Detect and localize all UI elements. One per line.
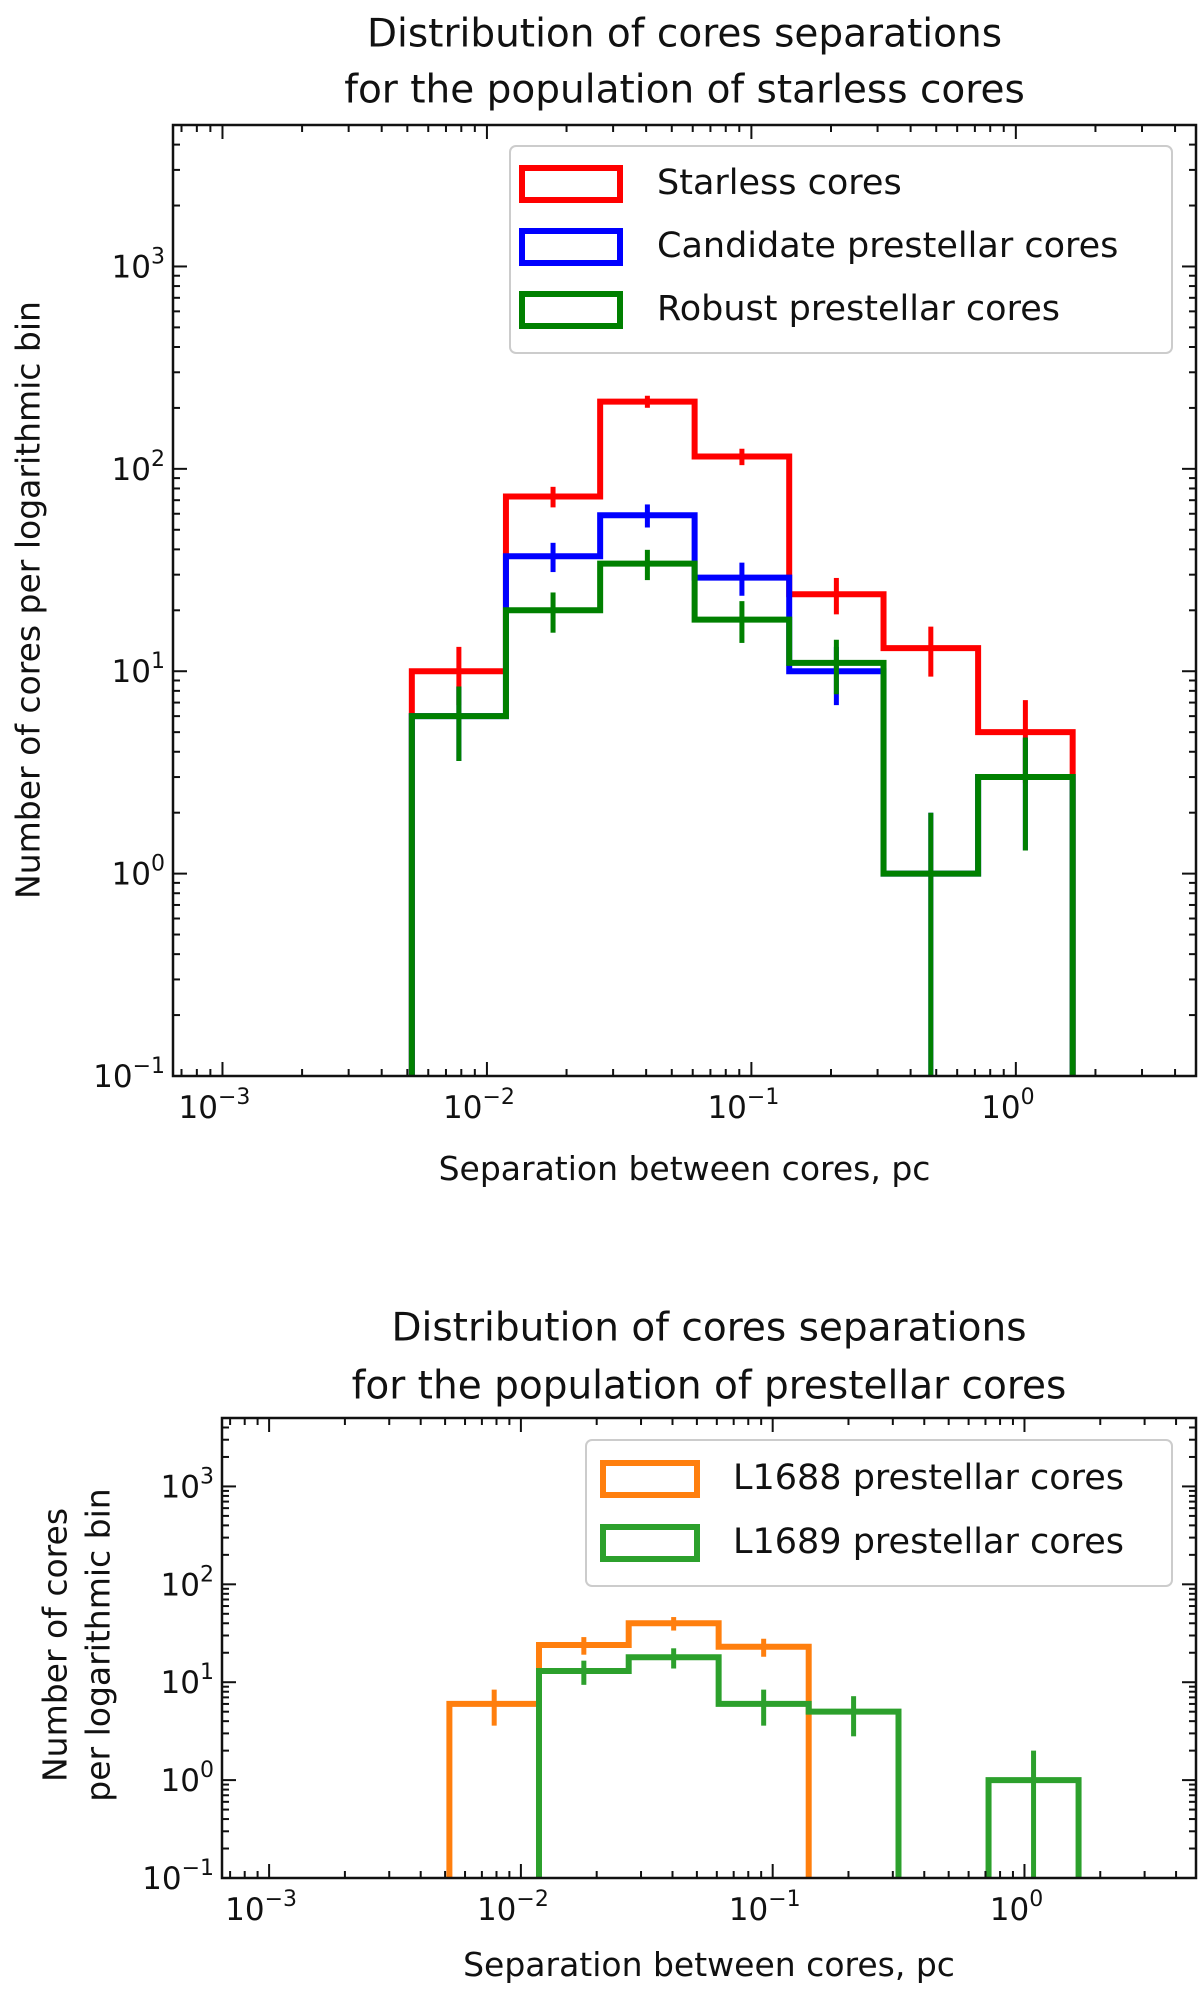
- legend-label: Candidate prestellar cores: [657, 226, 1118, 266]
- series-candidate-prestellar-cores: [408, 504, 1076, 1076]
- legend-frame: [585, 1439, 1173, 1587]
- y-tick-label: 100: [161, 1758, 214, 1799]
- y-tick-label: 100: [112, 852, 165, 893]
- x-tick-label: 10−1: [729, 1887, 801, 1928]
- series-l1688-prestellar-cores: [446, 1617, 812, 1878]
- y-axis-label: Number of cores per logarithmic bin: [9, 301, 48, 899]
- series-robust-prestellar-cores: [408, 549, 1076, 1076]
- ticks: [173, 124, 1196, 1077]
- legend-label: L1688 prestellar cores: [733, 1458, 1124, 1498]
- legend-label: L1689 prestellar cores: [733, 1522, 1124, 1562]
- legend-swatch: [600, 1460, 700, 1498]
- x-tick-label: 10−3: [179, 1085, 251, 1126]
- legend-frame: [509, 145, 1173, 354]
- histogram-step-line: [408, 512, 1076, 1076]
- legend: Starless cores Candidate prestellar cores…: [509, 145, 1173, 354]
- axes-frame: [171, 123, 1198, 1078]
- y-tick-label: 102: [161, 1562, 214, 1603]
- chart-title-line: for the population of starless cores: [344, 68, 1025, 113]
- chart-title-line: Distribution of cores separations: [391, 1306, 1026, 1351]
- y-tick-label: 103: [112, 244, 165, 285]
- legend-swatch: [519, 165, 623, 203]
- chart-panel-2: Distribution of cores separations for the…: [36, 1306, 1198, 1984]
- legend-label: Starless cores: [657, 163, 902, 203]
- y-axis-label: per logarithmic bin: [79, 1488, 118, 1801]
- y-tick-label: 103: [161, 1464, 214, 1505]
- legend-swatch: [600, 1524, 700, 1562]
- chart-title-line: for the population of prestellar cores: [352, 1364, 1067, 1409]
- y-tick-label: 10−1: [142, 1856, 214, 1897]
- series-l1689-prestellar-cores: [535, 1648, 1082, 1878]
- axes-frame: [220, 1416, 1198, 1880]
- y-tick-label: 102: [112, 447, 165, 488]
- x-tick-label: 100: [981, 1085, 1034, 1126]
- x-tick-label: 10−2: [477, 1887, 549, 1928]
- histogram-step-line: [408, 398, 1076, 1076]
- x-axis-label: Separation between cores, pc: [463, 1945, 955, 1984]
- legend-label: Robust prestellar cores: [657, 289, 1060, 329]
- legend-swatch: [519, 291, 623, 329]
- y-tick-label: 101: [161, 1660, 214, 1701]
- series-starless-cores: [408, 395, 1076, 1076]
- ticks: [222, 1417, 1196, 1879]
- chart-title-line: Distribution of cores separations: [367, 12, 1002, 57]
- x-tick-label: 10−3: [225, 1887, 297, 1928]
- legend-swatch: [519, 228, 623, 266]
- y-tick-label: 10−1: [93, 1054, 165, 1095]
- x-tick-label: 10−1: [707, 1085, 779, 1126]
- chart-panel-1: Distribution of cores separations for the…: [9, 12, 1198, 1188]
- x-tick-label: 100: [990, 1887, 1043, 1928]
- plot-area: [446, 1617, 1082, 1878]
- plot-area: [408, 395, 1076, 1076]
- y-axis-label: Number of cores: [36, 1508, 75, 1782]
- x-tick-label: 10−2: [443, 1085, 515, 1126]
- y-tick-label: 101: [112, 649, 165, 690]
- legend: L1688 prestellar cores L1689 prestellar c…: [585, 1439, 1173, 1587]
- x-axis-label: Separation between cores, pc: [439, 1149, 931, 1188]
